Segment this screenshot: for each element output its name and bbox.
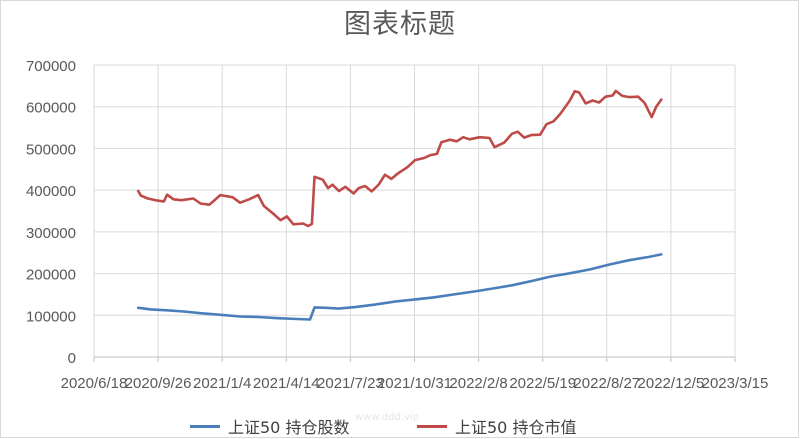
x-tick-label: 2022/12/5 [638, 375, 705, 392]
legend-item-shares: 上证50 持仓股数 [190, 414, 349, 438]
chart-title: 图表标题 [344, 9, 456, 40]
legend-item-value: 上证50 持仓市值 [417, 414, 576, 438]
y-tick-label: 300000 [26, 225, 76, 242]
y-tick-label: 400000 [26, 183, 76, 200]
x-tick-label: 2021/4/14 [253, 375, 320, 392]
x-tick-label: 2022/2/8 [449, 375, 507, 392]
y-tick-label: 0 [68, 350, 76, 367]
watermark: www.ddd.vip [355, 412, 420, 423]
x-tick-label: 2020/9/26 [125, 375, 192, 392]
legend-label-shares: 上证50 持仓股数 [228, 418, 350, 437]
y-tick-label: 700000 [26, 58, 76, 75]
legend-swatch-value [417, 424, 447, 428]
y-tick-label: 100000 [26, 308, 76, 325]
series-line-value [136, 89, 663, 228]
x-tick-label: 2021/7/23 [317, 375, 384, 392]
x-tick-label: 2021/1/4 [193, 375, 251, 392]
x-tick-label: 2021/10/31 [377, 375, 452, 392]
x-tick-label: 2020/6/18 [61, 375, 128, 392]
x-tick-label: 2022/5/19 [509, 375, 576, 392]
x-tick-label: 2022/8/27 [573, 375, 640, 392]
series-line-shares [136, 253, 663, 321]
y-tick-label: 500000 [26, 141, 76, 158]
y-tick-label: 600000 [26, 100, 76, 117]
y-tick-label: 200000 [26, 267, 76, 284]
x-tick-label: 2023/3/15 [702, 375, 769, 392]
legend-label-value: 上证50 持仓市值 [455, 418, 577, 437]
legend-swatch-shares [190, 424, 220, 428]
